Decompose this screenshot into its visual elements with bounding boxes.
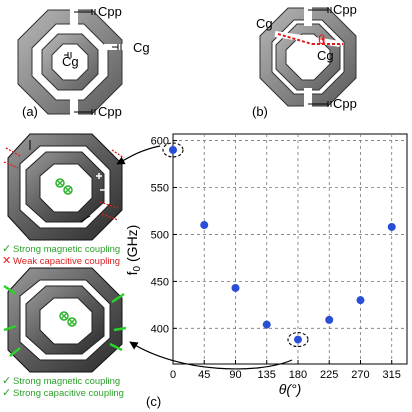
plot-area	[172, 133, 408, 365]
data-point	[387, 222, 396, 231]
data-points	[169, 145, 396, 344]
note-bottom-1-mark: ✓	[2, 374, 11, 387]
x-tick-label: 180	[289, 369, 307, 381]
illustration-top	[3, 133, 125, 241]
schematic-b-cpp-top: Cpp	[333, 2, 357, 17]
x-tick-label: 45	[198, 369, 210, 381]
panel-label-a: (a)	[22, 104, 38, 119]
y-tick-label: 550	[151, 183, 169, 195]
note-bottom-2-text: Strong capacitive coupling	[13, 388, 124, 399]
note-top-1-mark: ✓	[2, 242, 11, 255]
ticks: 0 45 90 135 180 225 270 315 400 450 500 550 600	[151, 136, 401, 381]
notes-top: ✓ Strong magnetic coupling ✕ Weak capaci…	[2, 242, 120, 267]
schematic-a-cpp-bottom: Cpp	[98, 104, 122, 119]
x-tick-label: 135	[258, 369, 276, 381]
arrow-to-top-illustration	[116, 145, 161, 165]
y-tick-label: 400	[151, 323, 169, 335]
schematic-a-cg-inner: Cg	[62, 54, 79, 69]
y-tick-label: 600	[151, 136, 169, 148]
note-bottom-1-text: Strong magnetic coupling	[13, 376, 120, 387]
schematic-b-cg-right: Cg	[317, 48, 334, 63]
schematic-b-cpp-bottom: Cpp	[333, 96, 357, 111]
highlight-ring	[162, 142, 184, 158]
panel-label-b: (b)	[252, 104, 268, 119]
schematic-b-cg-left: Cg	[256, 16, 273, 31]
data-point	[325, 315, 334, 324]
note-top-1-text: Strong magnetic coupling	[13, 244, 120, 255]
highlight-ring	[287, 332, 309, 348]
schematic-a	[17, 6, 126, 118]
data-point	[200, 221, 209, 230]
x-axis-label: θ(°)	[279, 381, 302, 397]
panel-label-c: (c)	[146, 394, 161, 409]
grid	[173, 134, 407, 364]
x-tick-label: 315	[383, 369, 401, 381]
schematic-b	[259, 4, 357, 110]
x-tick-label: 270	[351, 369, 369, 381]
scatter-chart: 0 45 90 135 180 225 270 315 400 450 500 550 600	[151, 133, 408, 381]
note-top-2-mark: ✕	[2, 254, 11, 267]
data-point	[293, 335, 302, 344]
y-tick-label: 450	[151, 276, 169, 288]
note-top-2-text: Weak capacitive coupling	[13, 256, 120, 267]
illustration-bottom	[3, 267, 127, 373]
schematic-a-cg-outer: Cg	[133, 40, 150, 55]
note-bottom-2-mark: ✓	[2, 386, 11, 399]
x-tick-label: 225	[320, 369, 338, 381]
y-axis-label: f0 (GHz)	[124, 225, 143, 276]
schematic-a-cpp-top: Cpp	[98, 4, 122, 19]
y-tick-label: 500	[151, 229, 169, 241]
data-point	[169, 145, 177, 154]
data-point	[231, 283, 240, 292]
highlight-rings	[162, 142, 309, 348]
schematic-b-theta: θ	[318, 32, 325, 47]
x-tick-label: 90	[229, 369, 241, 381]
arrow-to-bottom-illustration	[129, 341, 293, 370]
x-tick-label: 0	[170, 369, 176, 381]
data-point	[262, 320, 271, 329]
data-point	[356, 296, 365, 305]
notes-bottom: ✓ Strong magnetic coupling ✓ Strong capa…	[2, 374, 124, 399]
